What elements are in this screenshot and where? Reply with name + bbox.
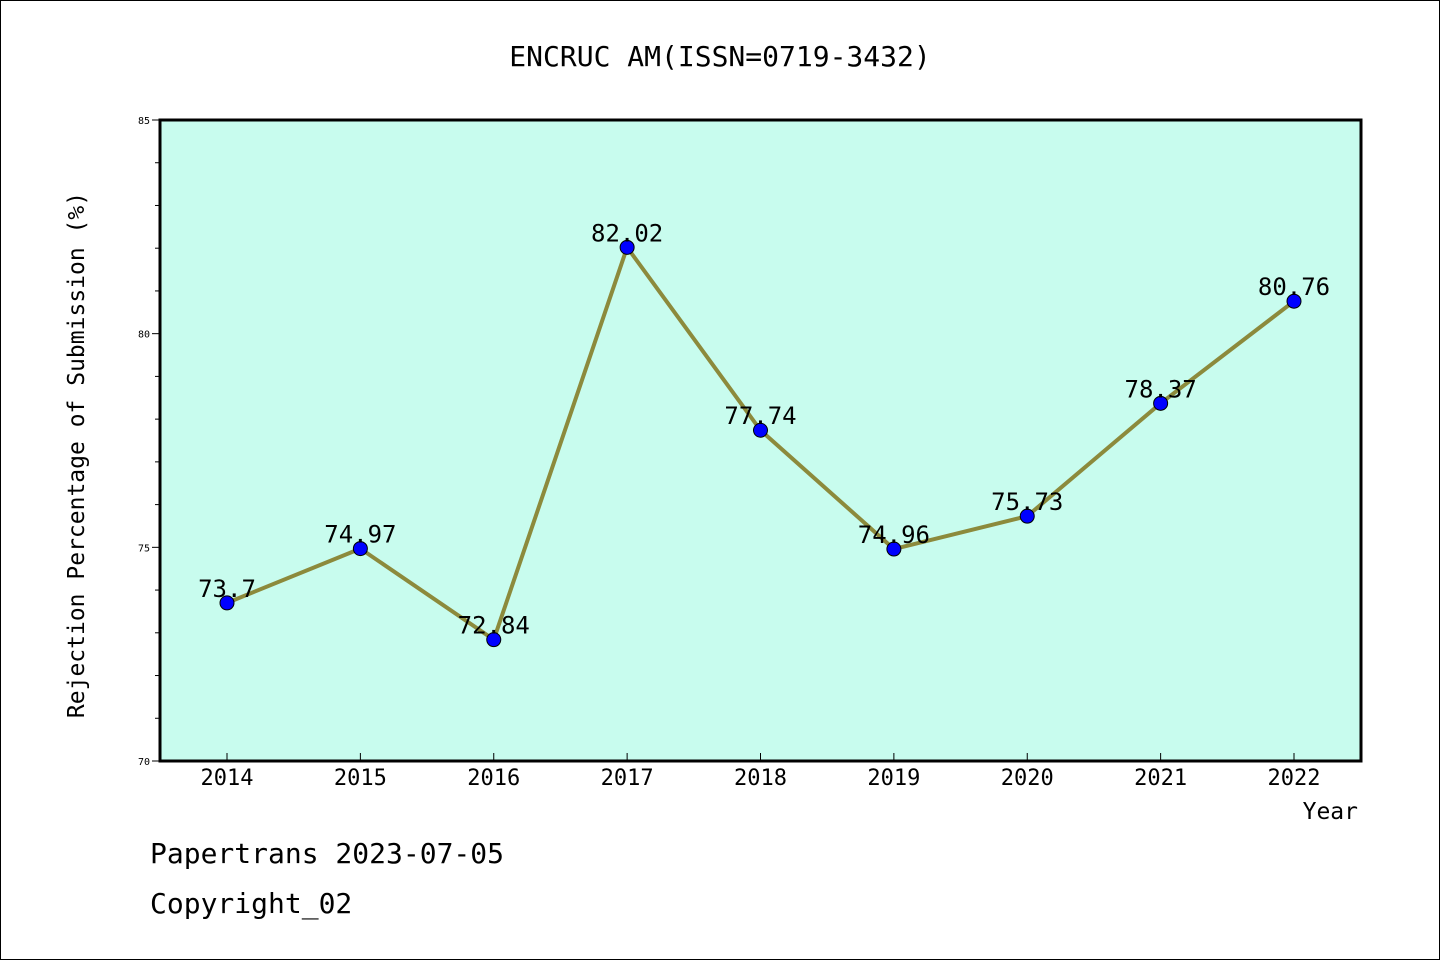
- data-point: [619, 239, 635, 255]
- footer-copyright: Copyright_02: [150, 887, 352, 921]
- x-tick-label: 2014: [201, 766, 254, 791]
- x-tick-label: 2019: [867, 766, 920, 791]
- data-label: 80.76: [1258, 273, 1330, 301]
- data-label: 74.97: [324, 521, 396, 549]
- x-tick-label: 2016: [467, 766, 520, 791]
- data-point: [753, 422, 768, 438]
- y-tick-label: 70: [138, 757, 150, 768]
- y-axis-ticks: 70 75 80 85: [138, 116, 160, 768]
- x-tick-label: 2018: [734, 766, 787, 791]
- y-axis-label: Rejection Percentage of Submission (%): [64, 192, 90, 718]
- chart-title: ENCRUC AM(ISSN=0719-3432): [509, 40, 930, 73]
- data-point: [886, 541, 902, 557]
- data-point: [1286, 293, 1302, 309]
- x-tick-label: 2022: [1268, 766, 1321, 791]
- y-tick-label: 85: [138, 116, 150, 127]
- data-point: [352, 541, 368, 557]
- data-point: [486, 632, 502, 648]
- data-label: 73.7: [198, 575, 256, 603]
- x-tick-label: 2020: [1001, 766, 1054, 791]
- data-label: 75.73: [991, 488, 1063, 516]
- x-tick-label: 2021: [1134, 766, 1187, 791]
- data-point: [1019, 508, 1035, 524]
- x-tick-label: 2015: [334, 766, 387, 791]
- footer-date: Papertrans 2023-07-05: [150, 837, 504, 870]
- data-labels: 73.7 74.97 72.84 82.02 77.74 74.96 75.73 78.37 8…: [198, 219, 1330, 639]
- x-axis-label: Year: [1303, 799, 1358, 825]
- plot-area: [158, 118, 1363, 763]
- data-label: 72.84: [458, 612, 530, 640]
- data-points: [219, 239, 1302, 648]
- data-label: 82.02: [591, 219, 663, 247]
- data-label: 78.37: [1125, 375, 1197, 403]
- data-point: [219, 595, 235, 611]
- data-point: [1153, 395, 1169, 411]
- data-label: 74.96: [858, 521, 930, 549]
- data-label: 77.74: [724, 402, 796, 430]
- y-tick-label: 80: [138, 330, 150, 341]
- y-tick-label: 75: [138, 543, 150, 554]
- x-axis-ticks: 2014 2015 2016 2017 2018 2019 2020 2021 2022: [201, 753, 1321, 791]
- x-tick-label: 2017: [601, 766, 654, 791]
